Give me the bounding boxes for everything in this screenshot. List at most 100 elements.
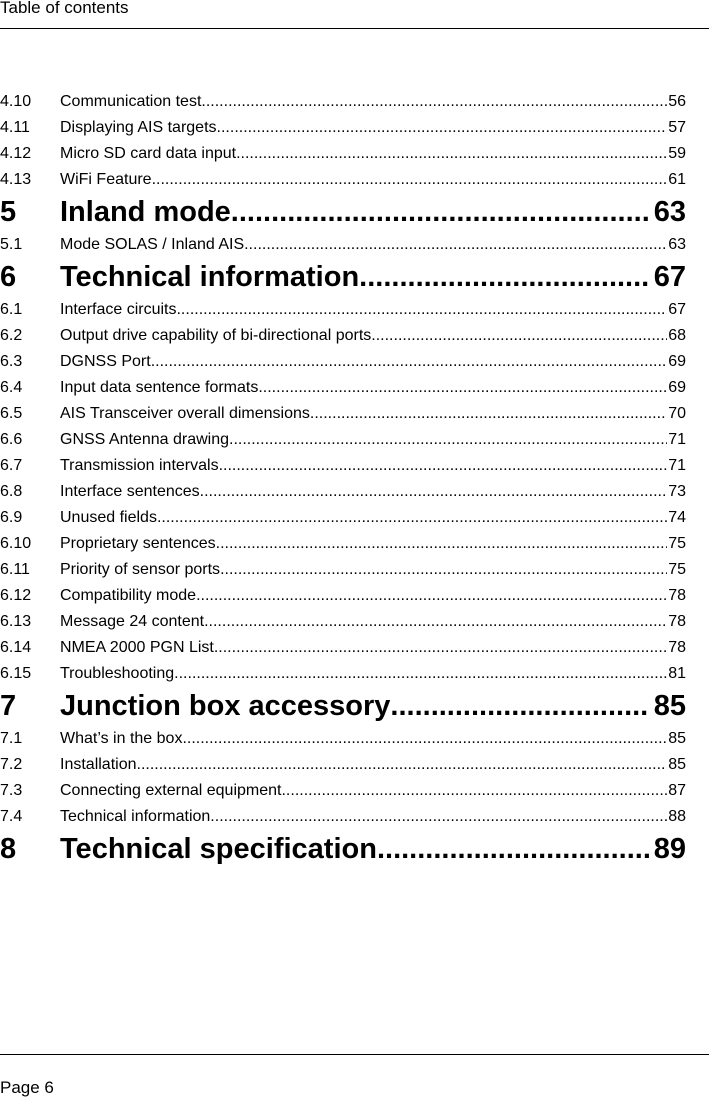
toc-dot-leader — [359, 258, 650, 297]
toc-entry-page: 78 — [668, 639, 686, 656]
toc-entry-title: Interface sentences — [60, 483, 200, 500]
toc-section-entry[interactable]: 7.1 What’s in the box 85 — [0, 726, 686, 752]
toc-entry-page: 87 — [668, 782, 686, 799]
toc-entry-title: Displaying AIS targets — [60, 119, 217, 136]
toc-entry-page: 71 — [668, 431, 686, 448]
toc-section-entry[interactable]: 6.4 Input data sentence formats 69 — [0, 375, 686, 401]
toc-entry-number: 6.12 — [0, 587, 32, 604]
toc-entry-title: Connecting external equipment — [60, 782, 282, 799]
toc-section-entry[interactable]: 6.10 Proprietary sentences 75 — [0, 531, 686, 557]
toc-section-entry[interactable]: 6.9 Unused fields 74 — [0, 505, 686, 531]
page-number: Page 6 — [0, 1078, 54, 1097]
toc-entry-number: 4.13 — [0, 171, 32, 188]
toc-entry-number: 5 — [0, 196, 17, 228]
toc-entry-page: 78 — [668, 587, 686, 604]
toc-entry-title: Micro SD card data input — [60, 145, 237, 162]
toc-section-entry[interactable]: 6.14 NMEA 2000 PGN List 78 — [0, 635, 686, 661]
toc-entry-page: 74 — [668, 509, 686, 526]
toc-section-entry[interactable]: 4.10 Communication test 56 — [0, 89, 686, 115]
toc-dot-leader — [231, 193, 650, 232]
toc-dot-leader — [219, 453, 668, 479]
toc-entry-number: 7.4 — [0, 808, 23, 825]
toc-dot-leader — [371, 323, 667, 349]
toc-dot-leader — [204, 609, 667, 635]
toc-section-entry[interactable]: 6.7 Transmission intervals 71 — [0, 453, 686, 479]
toc-dot-leader — [157, 505, 667, 531]
toc-dot-leader — [377, 830, 650, 869]
toc-dot-leader — [229, 427, 667, 453]
toc-entry-title: Technical information — [60, 808, 211, 825]
toc-entry-number: 6 — [0, 261, 17, 293]
toc-dot-leader — [390, 687, 649, 726]
toc-entry-number: 7.2 — [0, 756, 23, 773]
toc-entry-title: Communication test — [60, 93, 202, 110]
toc-section-entry[interactable]: 7.2 Installation 85 — [0, 752, 686, 778]
toc-section-entry[interactable]: 4.11 Displaying AIS targets 57 — [0, 115, 686, 141]
toc-section-entry[interactable]: 6.12 Compatibility mode 78 — [0, 583, 686, 609]
toc-entry-page: 85 — [668, 730, 686, 747]
toc-entry-title: NMEA 2000 PGN List — [60, 639, 214, 656]
toc-entry-title: AIS Transceiver overall dimensions — [60, 405, 310, 422]
toc-section-entry[interactable]: 7.3 Connecting external equipment 87 — [0, 778, 686, 804]
toc-dot-leader — [151, 349, 668, 375]
toc-dot-leader — [220, 557, 667, 583]
toc-dot-leader — [201, 89, 667, 115]
toc-entry-title: Unused fields — [60, 509, 157, 526]
toc-dot-leader — [216, 531, 668, 557]
toc-entry-title: Output drive capability of bi-directiona… — [60, 327, 372, 344]
toc-dot-leader — [137, 752, 668, 778]
toc-dot-leader — [281, 778, 667, 804]
toc-entry-number: 4.12 — [0, 145, 32, 162]
toc-section-entry[interactable]: 4.12 Micro SD card data input 59 — [0, 141, 686, 167]
toc-entry-title: GNSS Antenna drawing — [60, 431, 229, 448]
toc-entry-page: 75 — [668, 561, 686, 578]
toc-chapter-entry[interactable]: 8 Technical specification 89 — [0, 830, 686, 869]
toc-entry-page: 89 — [653, 833, 686, 865]
toc-section-entry[interactable]: 6.8 Interface sentences 73 — [0, 479, 686, 505]
toc-entry-number: 7 — [0, 690, 17, 722]
toc-section-entry[interactable]: 4.13 WiFi Feature 61 — [0, 167, 686, 193]
toc-entry-number: 8 — [0, 833, 17, 865]
toc-dot-leader — [176, 297, 667, 323]
toc-dot-leader — [152, 167, 668, 193]
toc-chapter-entry[interactable]: 5 Inland mode 63 — [0, 193, 686, 232]
toc-section-entry[interactable]: 7.4 Technical information 88 — [0, 804, 686, 830]
toc-entry-page: 68 — [668, 327, 686, 344]
toc-entry-number: 6.10 — [0, 535, 32, 552]
toc-entry-title: Transmission intervals — [60, 457, 219, 474]
toc-entry-number: 6.11 — [0, 561, 30, 578]
toc-section-entry[interactable]: 6.11 Priority of sensor ports 75 — [0, 557, 686, 583]
toc-dot-leader — [214, 635, 667, 661]
toc-section-entry[interactable]: 6.2 Output drive capability of bi-directi… — [0, 323, 686, 349]
toc-entry-title: DGNSS Port — [60, 353, 151, 370]
toc-chapter-entry[interactable]: 7 Junction box accessory 85 — [0, 687, 686, 726]
toc-entry-title: Compatibility mode — [60, 587, 197, 604]
toc-entry-page: 85 — [653, 690, 686, 722]
toc-entry-number: 7.3 — [0, 782, 23, 799]
toc-section-entry[interactable]: 6.15 Troubleshooting 81 — [0, 661, 686, 687]
toc-entry-number: 6.8 — [0, 483, 23, 500]
toc-entry-number: 4.10 — [0, 93, 32, 110]
toc-entry-page: 59 — [668, 145, 686, 162]
toc-section-entry[interactable]: 6.3 DGNSS Port 69 — [0, 349, 686, 375]
toc-section-entry[interactable]: 6.5 AIS Transceiver overall dimensions 70 — [0, 401, 686, 427]
toc-entry-page: 69 — [668, 353, 686, 370]
toc-dot-leader — [182, 726, 667, 752]
toc-entry-page: 73 — [668, 483, 686, 500]
toc-entry-number: 6.1 — [0, 301, 23, 318]
toc-chapter-entry[interactable]: 6 Technical information 67 — [0, 258, 686, 297]
toc-section-entry[interactable]: 5.1 Mode SOLAS / Inland AIS 63 — [0, 232, 686, 258]
toc-entry-page: 69 — [668, 379, 686, 396]
toc-section-entry[interactable]: 6.1 Interface circuits 67 — [0, 297, 686, 323]
toc-dot-leader — [244, 232, 667, 258]
toc-entry-page: 71 — [668, 457, 686, 474]
toc-dot-leader — [174, 661, 667, 687]
toc-entry-number: 6.9 — [0, 509, 23, 526]
toc-entry-page: 78 — [668, 613, 686, 630]
toc-section-entry[interactable]: 6.13 Message 24 content 78 — [0, 609, 686, 635]
toc-entry-title: Troubleshooting — [60, 665, 175, 682]
toc-section-entry[interactable]: 6.6 GNSS Antenna drawing 71 — [0, 427, 686, 453]
toc-entry-page: 56 — [668, 93, 686, 110]
toc-entry-number: 6.5 — [0, 405, 23, 422]
toc-entry-number: 6.15 — [0, 665, 32, 682]
